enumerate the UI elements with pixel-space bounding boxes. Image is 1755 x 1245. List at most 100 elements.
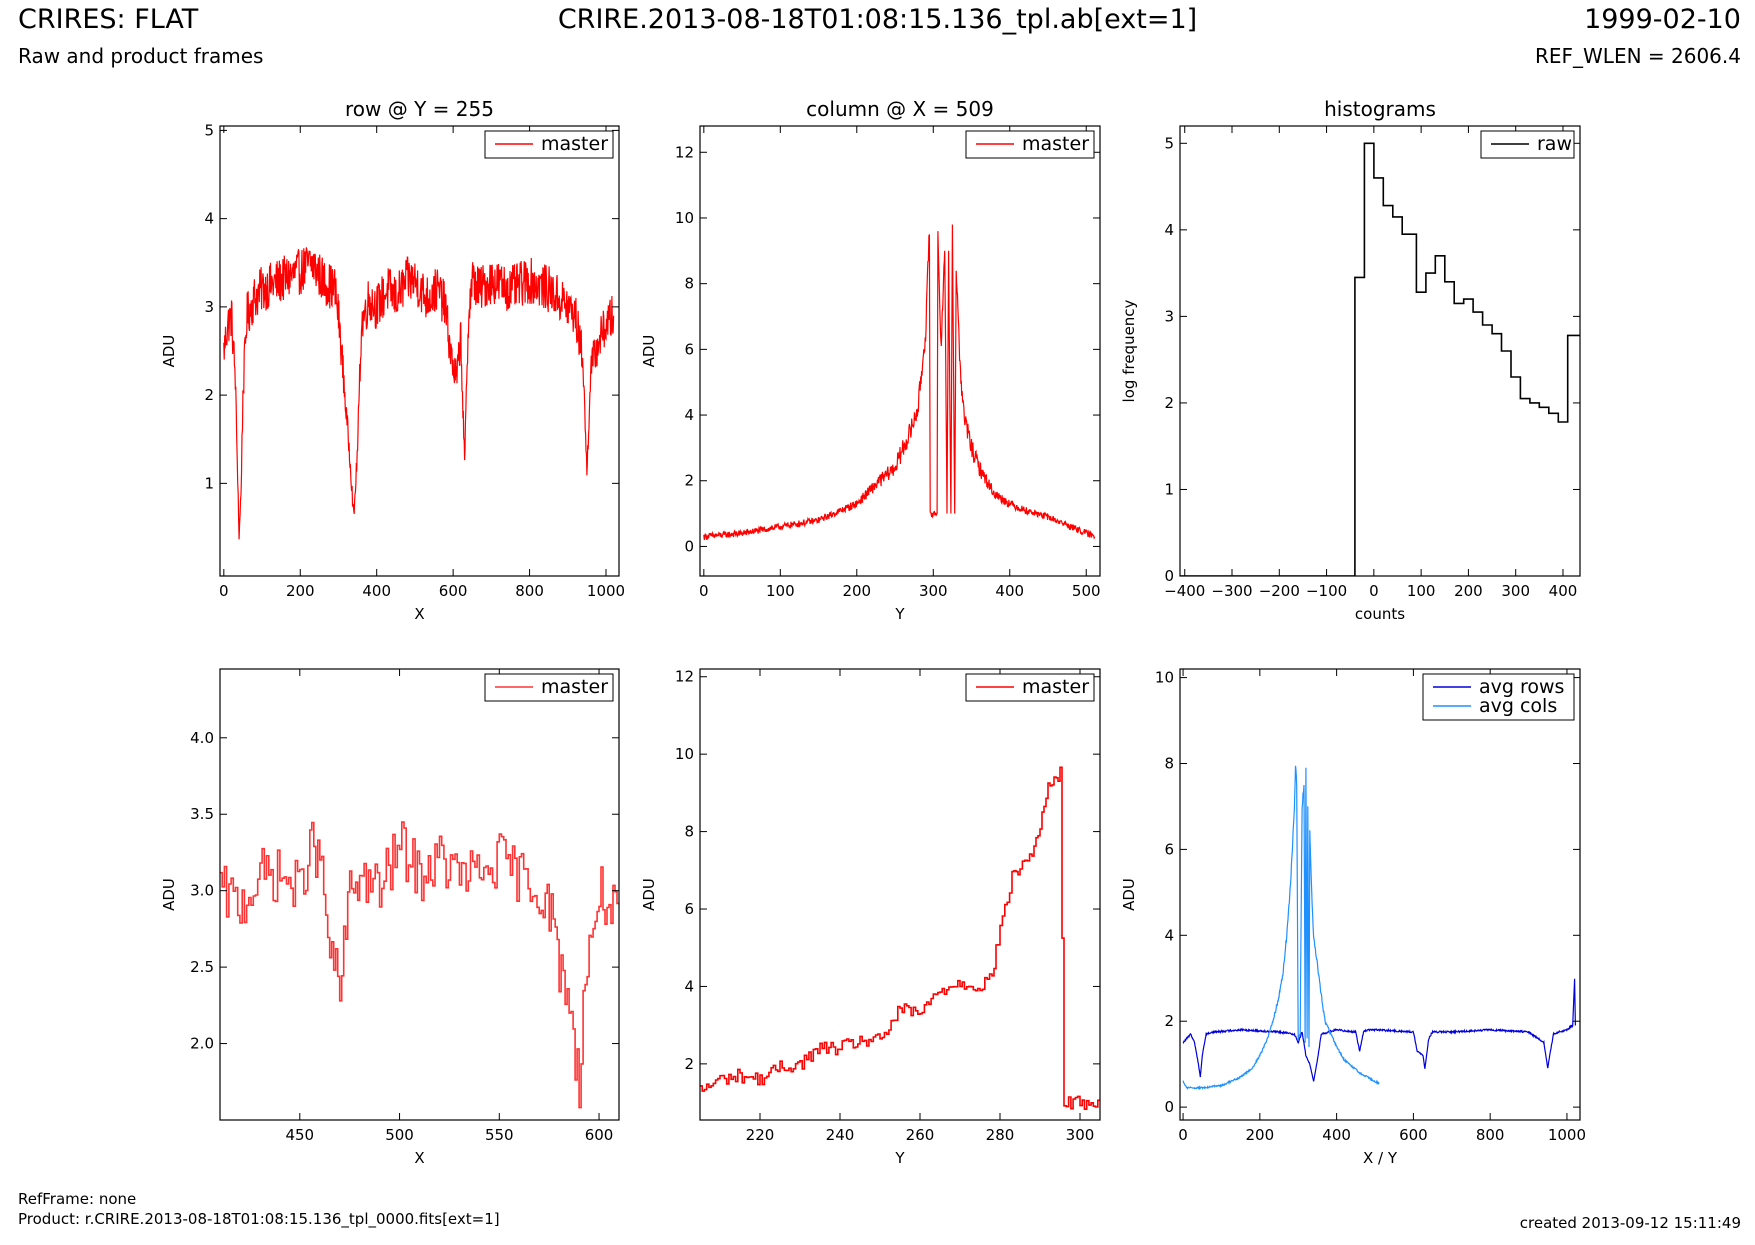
legend-label: master: [1022, 133, 1089, 155]
y-tick-label: 4: [204, 210, 214, 228]
x-tick-label: 200: [842, 582, 871, 600]
x-tick-label: −300: [1211, 582, 1252, 600]
chart-title: column @ X = 509: [806, 97, 994, 121]
plot-frame: [1179, 668, 1581, 1121]
y-tick-label: 4.0: [190, 729, 214, 747]
x-tick-label: 400: [1549, 582, 1578, 600]
y-axis-label: ADU: [160, 335, 178, 368]
ref-frame-label: RefFrame: none: [18, 1190, 137, 1208]
x-axis-label: Y: [894, 605, 905, 623]
chart-title: row @ Y = 255: [345, 97, 494, 121]
x-tick-label: 400: [362, 582, 391, 600]
x-tick-label: 260: [906, 1126, 935, 1144]
y-tick-label: 2.0: [190, 1035, 214, 1053]
x-tick-label: 280: [986, 1126, 1015, 1144]
x-tick-label: 500: [385, 1126, 414, 1144]
y-tick-label: 1: [204, 474, 214, 492]
plot-frame: [219, 668, 620, 1121]
y-axis-label: ADU: [640, 335, 658, 368]
page-subtitle: Raw and product frames: [18, 44, 264, 68]
y-tick-label: 2: [204, 386, 214, 404]
x-tick-label: 100: [1407, 582, 1436, 600]
y-tick-label: 8: [684, 823, 694, 841]
x-tick-label: −100: [1306, 582, 1347, 600]
page-title: CRIRES: FLAT: [18, 4, 199, 35]
plot-frame: [219, 125, 620, 577]
y-tick-label: 10: [675, 209, 694, 227]
y-axis-label: ADU: [1120, 878, 1138, 911]
series-line-raw: [1180, 142, 1580, 576]
x-tick-label: 800: [1476, 1126, 1505, 1144]
legend-box: [1422, 673, 1575, 721]
x-tick-label: 300: [919, 582, 948, 600]
plot-frame: [1179, 125, 1581, 577]
x-tick-label: 800: [515, 582, 544, 600]
x-axis-label: counts: [1355, 605, 1405, 623]
y-axis-label: log frequency: [1120, 299, 1138, 402]
x-tick-label: 400: [1322, 1126, 1351, 1144]
x-tick-label: 300: [1066, 1126, 1095, 1144]
x-tick-label: 200: [286, 582, 315, 600]
x-tick-label: −400: [1164, 582, 1205, 600]
series-line-master: [700, 766, 1100, 1110]
x-tick-label: 1000: [1548, 1126, 1586, 1144]
x-tick-label: 600: [1399, 1126, 1428, 1144]
x-tick-label: 0: [219, 582, 229, 600]
x-tick-label: −200: [1259, 582, 1300, 600]
y-tick-label: 0: [1164, 567, 1174, 585]
plot-frame: [699, 668, 1101, 1121]
chart-title: histograms: [1324, 97, 1436, 121]
x-tick-label: 200: [1454, 582, 1483, 600]
chart-panel-1: 0 200 400 600 800 1000 1 2 3 4 5 row @ Y = 255 X ADU m…: [160, 97, 625, 623]
legend-label: avg rows: [1479, 676, 1564, 698]
y-tick-label: 4: [684, 406, 694, 424]
y-tick-label: 2: [684, 472, 694, 490]
y-tick-label: 2: [684, 1055, 694, 1073]
series-line-master: [220, 821, 619, 1109]
x-tick-label: 400: [995, 582, 1024, 600]
y-tick-label: 2: [1164, 394, 1174, 412]
x-tick-label: 300: [1501, 582, 1530, 600]
chart-panel-5: 220 240 260 280 300 2 4 6 8 10 12 Y ADU master: [640, 668, 1101, 1167]
series-line-master: [223, 247, 615, 540]
x-tick-label: 600: [585, 1126, 614, 1144]
x-tick-label: 100: [766, 582, 795, 600]
y-tick-label: 4: [1164, 221, 1174, 239]
x-tick-label: 220: [746, 1126, 775, 1144]
legend-label: master: [1022, 676, 1089, 698]
x-tick-label: 0: [1369, 582, 1379, 600]
x-tick-label: 0: [1178, 1126, 1188, 1144]
x-tick-label: 450: [285, 1126, 314, 1144]
y-tick-label: 4: [684, 977, 694, 995]
x-axis-label: X: [414, 1149, 424, 1167]
chart-panel-3: −400 −300 −200 −100 0 100 200 300 400 0 1 2 3 4 5 histo…: [1120, 97, 1581, 623]
y-tick-label: 5: [1164, 134, 1174, 152]
y-tick-label: 0: [1164, 1098, 1174, 1116]
x-tick-label: 200: [1246, 1126, 1275, 1144]
y-tick-label: 3.5: [190, 805, 214, 823]
y-tick-label: 2: [1164, 1012, 1174, 1030]
x-tick-label: 0: [699, 582, 709, 600]
x-axis-label: X: [414, 605, 424, 623]
x-axis-label: Y: [894, 1149, 905, 1167]
x-tick-label: 240: [826, 1126, 855, 1144]
x-tick-label: 600: [439, 582, 468, 600]
legend-label: avg cols: [1479, 695, 1557, 717]
y-tick-label: 12: [675, 143, 694, 161]
series-line-avg-rows: [1182, 978, 1576, 1082]
series-line-master: [703, 224, 1096, 541]
y-tick-label: 3: [204, 298, 214, 316]
y-axis-label: ADU: [640, 878, 658, 911]
y-tick-label: 10: [1155, 669, 1174, 687]
product-label: Product: r.CRIRE.2013-08-18T01:08:15.136…: [18, 1210, 500, 1228]
chart-panel-6: 0 200 400 600 800 1000 0 2 4 6 8 10 X / Y ADU avg rows…: [1120, 668, 1586, 1167]
y-tick-label: 2.5: [190, 958, 214, 976]
y-tick-label: 3: [1164, 307, 1174, 325]
y-tick-label: 8: [684, 275, 694, 293]
legend-label: master: [541, 676, 608, 698]
y-tick-label: 4: [1164, 926, 1174, 944]
y-tick-label: 5: [204, 121, 214, 139]
y-axis-label: ADU: [160, 878, 178, 911]
y-tick-label: 12: [675, 668, 694, 686]
